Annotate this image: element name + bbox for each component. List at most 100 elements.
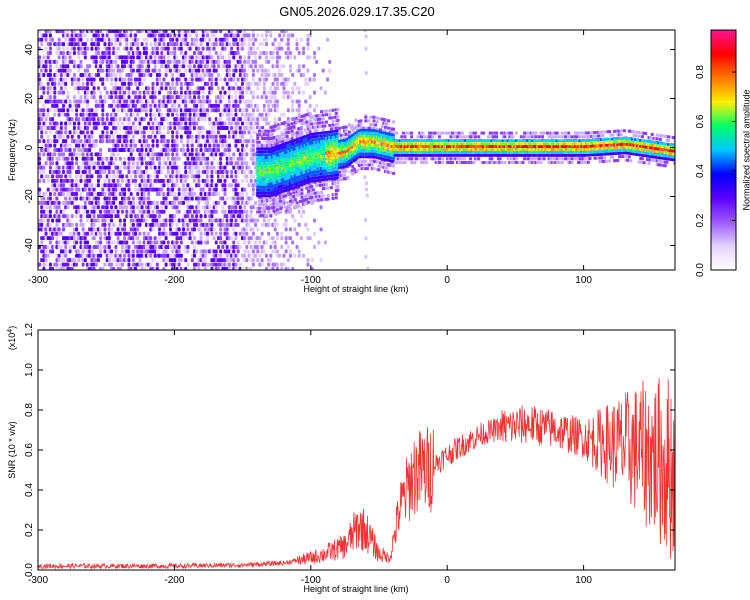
heatmap-cell	[292, 148, 296, 151]
heatmap-cell	[275, 154, 279, 157]
heatmap-cell	[280, 140, 284, 144]
heatmap-cell	[175, 196, 179, 201]
heatmap-cell	[99, 95, 103, 100]
heatmap-cell	[297, 116, 301, 120]
heatmap-cell	[114, 81, 118, 86]
heatmap-cell	[208, 187, 212, 192]
heatmap-cell	[297, 204, 301, 208]
heatmap-cell	[131, 196, 135, 201]
heatmap-cell	[277, 156, 281, 160]
heatmap-cell	[287, 150, 291, 153]
heatmap-cell	[99, 227, 103, 232]
heatmap-cell	[257, 195, 261, 199]
heatmap-cell	[173, 103, 177, 108]
heatmap-cell	[195, 214, 199, 219]
heatmap-cell	[53, 95, 57, 100]
heatmap-cell	[214, 231, 218, 236]
heatmap-cell	[308, 154, 312, 157]
heatmap-cell	[264, 166, 268, 170]
heatmap-cell	[227, 99, 231, 104]
heatmap-cell	[153, 37, 157, 42]
heatmap-cell	[162, 267, 166, 270]
heatmap-cell	[272, 136, 276, 139]
heatmap-cell	[272, 167, 276, 170]
heatmap-cell	[197, 46, 201, 51]
heatmap-cell	[216, 244, 220, 249]
heatmap-cell	[306, 68, 310, 73]
heatmap-cell	[277, 185, 281, 189]
heatmap-cell	[188, 64, 192, 69]
heatmap-cell	[306, 123, 310, 127]
heatmap-cell	[291, 90, 295, 95]
heatmap-cell	[272, 184, 276, 188]
heatmap-cell	[38, 152, 41, 157]
heatmap-cell	[290, 157, 294, 161]
heatmap-cell	[77, 90, 81, 95]
heatmap-cell	[288, 170, 292, 173]
heatmap-cell	[280, 155, 284, 158]
heatmap-cell	[286, 90, 290, 95]
heatmap-cell	[262, 181, 266, 185]
heatmap-cell	[269, 214, 273, 218]
heatmap-cell	[103, 249, 107, 254]
heatmap-cell	[240, 81, 244, 86]
heatmap-cell	[282, 132, 286, 136]
heatmap-cell	[267, 188, 271, 192]
heatmap-cell	[171, 112, 175, 117]
heatmap-cell	[68, 249, 72, 254]
heatmap-cell	[103, 178, 107, 183]
heatmap-cell	[203, 253, 207, 258]
heatmap-cell	[59, 130, 63, 135]
heatmap-cell	[275, 192, 279, 195]
heatmap-cell	[261, 173, 264, 177]
heatmap-cell	[149, 42, 153, 47]
heatmap-cell	[298, 148, 302, 152]
heatmap-cell	[245, 192, 249, 197]
heatmap-cell	[262, 199, 266, 203]
heatmap-cell	[298, 184, 302, 187]
heatmap-cell	[236, 258, 240, 263]
heatmap-cell	[164, 196, 168, 201]
heatmap-cell	[107, 258, 111, 263]
heatmap-cell	[297, 146, 300, 150]
heatmap-cell	[256, 86, 260, 91]
heatmap-cell	[46, 174, 50, 179]
heatmap-cell	[270, 143, 274, 147]
heatmap-cell	[261, 194, 264, 198]
heatmap-cell	[166, 81, 170, 86]
heatmap-cell	[259, 194, 263, 198]
heatmap-cell	[267, 185, 271, 189]
heatmap-cell	[81, 262, 85, 267]
heatmap-cell	[251, 187, 255, 192]
heatmap-cell	[284, 177, 287, 181]
heatmap-cell	[295, 182, 299, 185]
heatmap-cell	[72, 95, 76, 100]
heatmap-cell	[266, 144, 270, 148]
heatmap-cell	[238, 99, 242, 104]
heatmap-cell	[295, 155, 299, 159]
heatmap-cell	[219, 249, 223, 254]
heatmap-cell	[131, 121, 135, 126]
heatmap-cell	[299, 205, 303, 210]
heatmap-cell	[94, 112, 98, 117]
heatmap-cell	[144, 42, 148, 47]
heatmap-cell	[306, 167, 310, 171]
heatmap-cell	[271, 51, 275, 55]
heatmap-cell	[269, 165, 273, 168]
heatmap-cell	[256, 133, 260, 137]
heatmap-cell	[123, 222, 127, 227]
heatmap-cell	[306, 108, 310, 113]
heatmap-cell	[273, 240, 277, 245]
heatmap-cell	[208, 99, 212, 104]
heatmap-cell	[77, 77, 81, 82]
heatmap-cell	[48, 30, 52, 33]
heatmap-cell	[308, 152, 312, 156]
heatmap-cell	[175, 183, 179, 188]
heatmap-cell	[127, 117, 131, 122]
heatmap-cell	[300, 118, 304, 122]
heatmap-cell	[166, 152, 170, 157]
heatmap-cell	[192, 64, 196, 69]
heatmap-cell	[90, 73, 94, 78]
heatmap-cell	[86, 46, 90, 51]
heatmap-cell	[302, 150, 305, 154]
